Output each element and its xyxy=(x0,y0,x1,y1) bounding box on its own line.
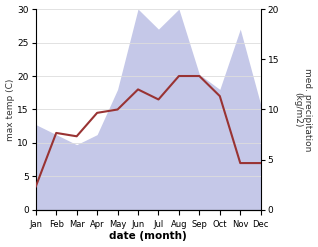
X-axis label: date (month): date (month) xyxy=(109,231,187,242)
Y-axis label: med. precipitation
(kg/m2): med. precipitation (kg/m2) xyxy=(293,68,313,151)
Y-axis label: max temp (C): max temp (C) xyxy=(5,78,15,141)
